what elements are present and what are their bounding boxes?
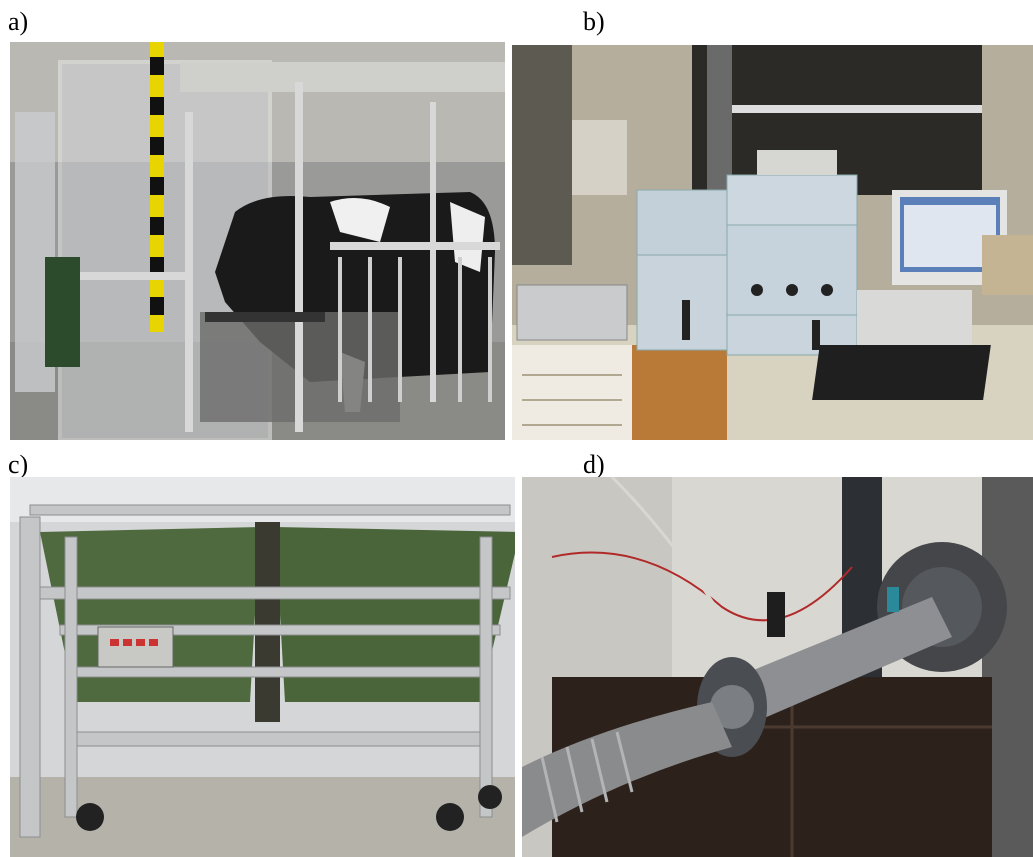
figure: a) b) c) d) xyxy=(0,0,1033,857)
photo-feed-bins xyxy=(10,477,520,857)
panel-label: b) xyxy=(583,7,605,36)
panel-label: d) xyxy=(583,450,605,479)
panel-label: a) xyxy=(8,7,28,36)
photo-chamber xyxy=(10,42,505,440)
panel-label: c) xyxy=(8,450,28,479)
photo-instruments xyxy=(512,45,1033,440)
photo-exhaust xyxy=(522,477,1033,857)
